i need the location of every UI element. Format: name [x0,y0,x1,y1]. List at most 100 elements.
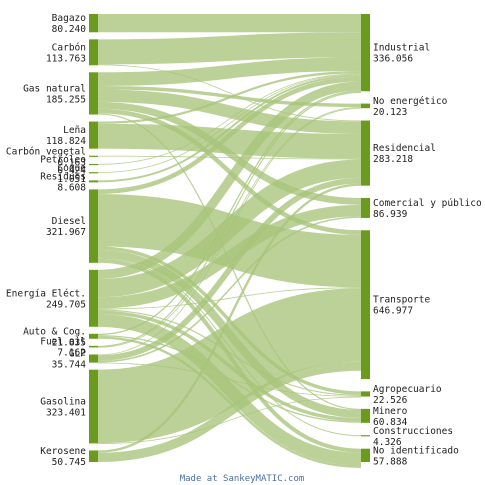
node-transporte [361,230,370,380]
flow-glp-to-residencial [97,177,362,361]
flow-gas-natural-to-transporte [97,108,362,235]
node-label-minero: Minero 60.834 [373,406,408,428]
node-value: 0.424 [57,166,86,177]
node-name: Kerosene [40,446,86,457]
flow-auto-cog-to-industrial [97,90,362,336]
node-label-transporte: Transporte 646.977 [373,295,430,317]
node-label-construcciones: Construcciones 4.326 [373,426,453,448]
node-name: Gasolina [40,397,86,408]
node-label-auto-cog: Auto & Cog. 21.835 [23,326,86,348]
node-label-comercial-y-publico: Comercial y público 86.939 [373,198,482,220]
node-label-energia-elect: Energía Eléct. 249.705 [6,288,86,310]
node-name: Carbón [52,42,86,53]
node-comercial-y-publico [361,197,370,218]
flow-energia-elect-to-industrial [97,81,362,279]
flow-gasolina-to-agropecuario [97,396,362,444]
node-value: 113.763 [46,53,86,64]
flow-energia-elect-to-residencial [97,159,362,298]
flow-fuel-oil-to-industrial [97,91,362,347]
node-label-coque: Coque 1.051 [57,163,86,185]
node-carbon-vegetal [89,155,98,157]
node-label-petroleo: Petróleo 0.424 [40,155,86,177]
node-name: No energético [373,96,448,107]
node-layer [89,14,370,462]
node-label-no-identificado: No identificado 57.888 [373,445,459,467]
node-diesel [89,189,98,263]
node-agropecuario [361,391,370,397]
node-gas-natural [89,72,98,115]
node-value: 21.835 [52,337,86,348]
flow-glp-to-comercial-y-publico [97,216,362,363]
node-value: 8.608 [57,182,86,193]
node-value: 249.705 [46,299,86,310]
node-bagazo [89,14,98,33]
node-value: 321.967 [46,227,86,238]
node-value: 86.939 [373,209,408,220]
node-glp [89,354,98,363]
flow-lena-to-industrial [97,71,362,124]
flow-carbon-to-industrial [97,32,362,65]
node-name: Petróleo [40,155,86,166]
node-name: Agropecuario [373,384,442,395]
node-name: Leña [63,125,86,136]
node-no-identificado [361,448,370,462]
node-name: Residuos [40,171,86,182]
node-lena [89,121,98,149]
node-name: Gas natural [23,83,86,94]
node-name: Carbón vegetal [6,146,86,157]
flow-diesel-to-industrial [97,76,362,194]
node-value: 4.326 [373,437,402,448]
node-label-residencial: Residencial 283.218 [373,143,436,165]
node-label-bagazo: Bagazo 80.240 [52,13,87,35]
node-name: Fuel oil [40,337,86,348]
node-label-agropecuario: Agropecuario 22.526 [373,384,442,406]
flow-gasolina-to-transporte [97,288,362,444]
node-value: 0.163 [57,157,86,168]
label-layer: Bagazo 80.240 Carbón 113.763 Gas natural 185.… [6,13,482,468]
node-value: 336.056 [373,54,413,65]
node-construcciones [361,435,370,437]
flow-energia-elect-to-comercial-y-publico [97,204,362,309]
flow-lena-to-residencial [97,123,362,159]
node-label-carbon-vegetal: Carbón vegetal 0.163 [6,146,86,168]
node-value: 323.401 [46,408,86,419]
flow-residuos-to-industrial [97,74,362,183]
node-label-glp: GLP 35.744 [52,349,87,371]
node-name: No identificado [373,445,459,456]
node-auto-cog [89,333,98,339]
node-value: 80.240 [52,24,87,35]
flow-kerosene-to-transporte [97,361,362,463]
node-value: 57.888 [373,456,408,467]
node-value: 7.162 [57,348,86,359]
node-minero [361,408,370,423]
node-residencial [361,120,370,186]
node-label-gasolina: Gasolina 323.401 [40,397,86,419]
node-coque [89,172,98,174]
node-name: Residencial [373,143,436,154]
node-name: Bagazo [52,13,87,24]
flow-gas-natural-to-industrial [97,57,362,86]
node-value: 22.526 [373,395,408,406]
node-gasolina [89,369,98,444]
node-name: Auto & Cog. [23,326,86,337]
node-label-residuos: Residuos 8.608 [40,171,86,193]
node-value: 118.824 [46,136,86,147]
node-name: Coque [57,163,86,174]
node-label-lena: Leña 118.824 [46,125,86,147]
node-value: 646.977 [373,306,413,317]
node-value: 20.123 [373,107,407,118]
node-name: Transporte [373,295,430,306]
node-name: Diesel [52,216,86,227]
node-no-energetico [361,103,370,109]
node-value: 50.745 [52,457,86,468]
flow-kerosene-to-residencial [97,183,362,453]
node-value: 35.744 [52,360,87,371]
node-value: 283.218 [373,154,413,165]
node-value: 60.834 [373,417,408,428]
node-label-carbon: Carbón 113.763 [46,42,86,64]
node-name: Industrial [373,43,430,54]
flow-gas-natural-to-residencial [97,89,362,134]
node-label-kerosene: Kerosene 50.745 [40,446,86,468]
flow-energia-elect-to-transporte [97,287,362,310]
node-label-industrial: Industrial 336.056 [373,43,430,65]
